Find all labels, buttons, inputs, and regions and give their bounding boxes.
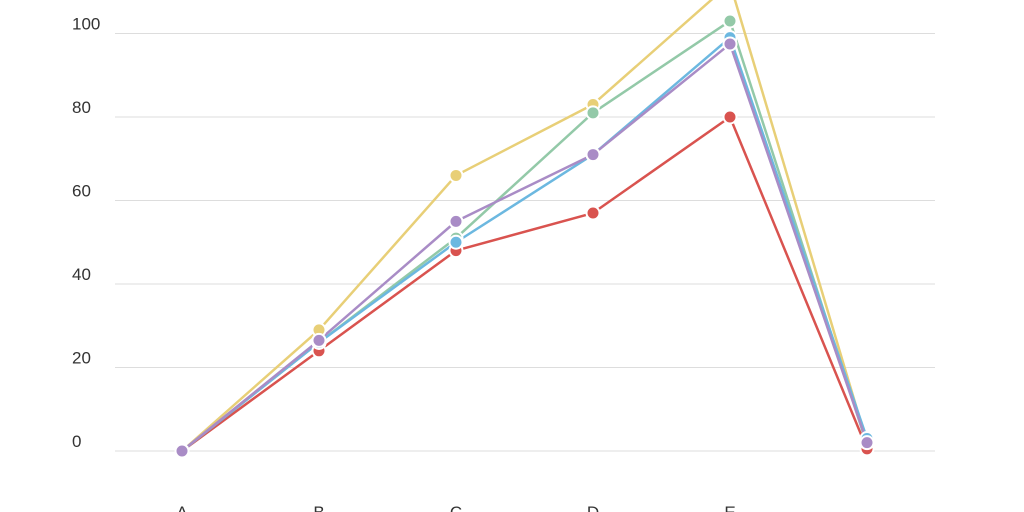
data-point[interactable]: [722, 109, 738, 125]
x-axis-tick-labels: A B C D E: [176, 503, 735, 512]
series-line-2: [180, 19, 869, 453]
data-point[interactable]: [448, 213, 464, 229]
y-tick-label: 0: [72, 432, 81, 451]
y-tick-label: 100: [72, 15, 100, 34]
series-layer: [174, 0, 875, 459]
series-line-5: [180, 42, 869, 453]
data-point[interactable]: [859, 435, 875, 451]
y-axis-tick-labels: 0 20 40 60 80 100: [72, 15, 100, 452]
data-point[interactable]: [448, 167, 464, 183]
y-tick-label: 60: [72, 182, 91, 201]
data-point[interactable]: [585, 205, 601, 221]
x-tick-label: A: [176, 503, 188, 512]
data-point[interactable]: [585, 147, 601, 163]
y-tick-label: 40: [72, 265, 91, 284]
x-tick-label: D: [587, 503, 599, 512]
x-tick-label: C: [450, 503, 462, 512]
x-tick-label: E: [724, 503, 735, 512]
series-line-4: [180, 36, 869, 453]
data-point[interactable]: [722, 13, 738, 29]
series-line-1: [180, 0, 869, 453]
data-point[interactable]: [311, 332, 327, 348]
data-point[interactable]: [174, 443, 190, 459]
data-point[interactable]: [585, 105, 601, 121]
grid-layer: [115, 33, 935, 452]
data-point[interactable]: [448, 234, 464, 250]
y-tick-label: 80: [72, 98, 91, 117]
y-tick-label: 20: [72, 349, 91, 368]
data-point[interactable]: [722, 36, 738, 52]
series-line-3: [180, 115, 869, 453]
x-tick-label: B: [313, 503, 324, 512]
